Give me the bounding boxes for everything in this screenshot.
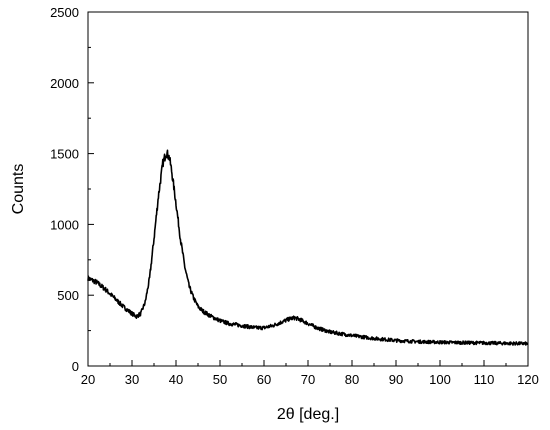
y-tick-label: 500	[57, 288, 79, 303]
x-tick-label: 40	[169, 372, 183, 387]
x-axis-label: 2θ [deg.]	[277, 406, 339, 423]
x-tick-label: 60	[257, 372, 271, 387]
x-tick-label: 110	[474, 372, 495, 387]
y-tick-label: 1000	[50, 217, 79, 232]
y-tick-label: 2500	[50, 5, 79, 20]
y-tick-label: 2000	[50, 76, 79, 91]
x-tick-label: 80	[345, 372, 359, 387]
y-axis-tick-labels: 0 500 1000 1500 2000 2500	[50, 5, 79, 374]
y-axis-ticks	[88, 11, 94, 367]
series-line	[87, 149, 529, 346]
y-tick-label: 1500	[50, 147, 79, 162]
x-tick-label: 20	[81, 372, 95, 387]
x-axis-ticks	[87, 360, 529, 366]
y-axis-label: Counts	[10, 164, 27, 215]
x-tick-label: 50	[213, 372, 227, 387]
y-tick-label: 0	[72, 359, 79, 374]
x-axis-tick-labels: 20 30 40 50 60 70 80 90 100 110 120	[81, 372, 539, 387]
x-tick-label: 90	[389, 372, 403, 387]
x-tick-label: 30	[125, 372, 139, 387]
x-tick-label: 120	[517, 372, 539, 387]
x-tick-label: 70	[301, 372, 315, 387]
plot-frame	[87, 11, 529, 367]
x-tick-label: 100	[429, 372, 451, 387]
